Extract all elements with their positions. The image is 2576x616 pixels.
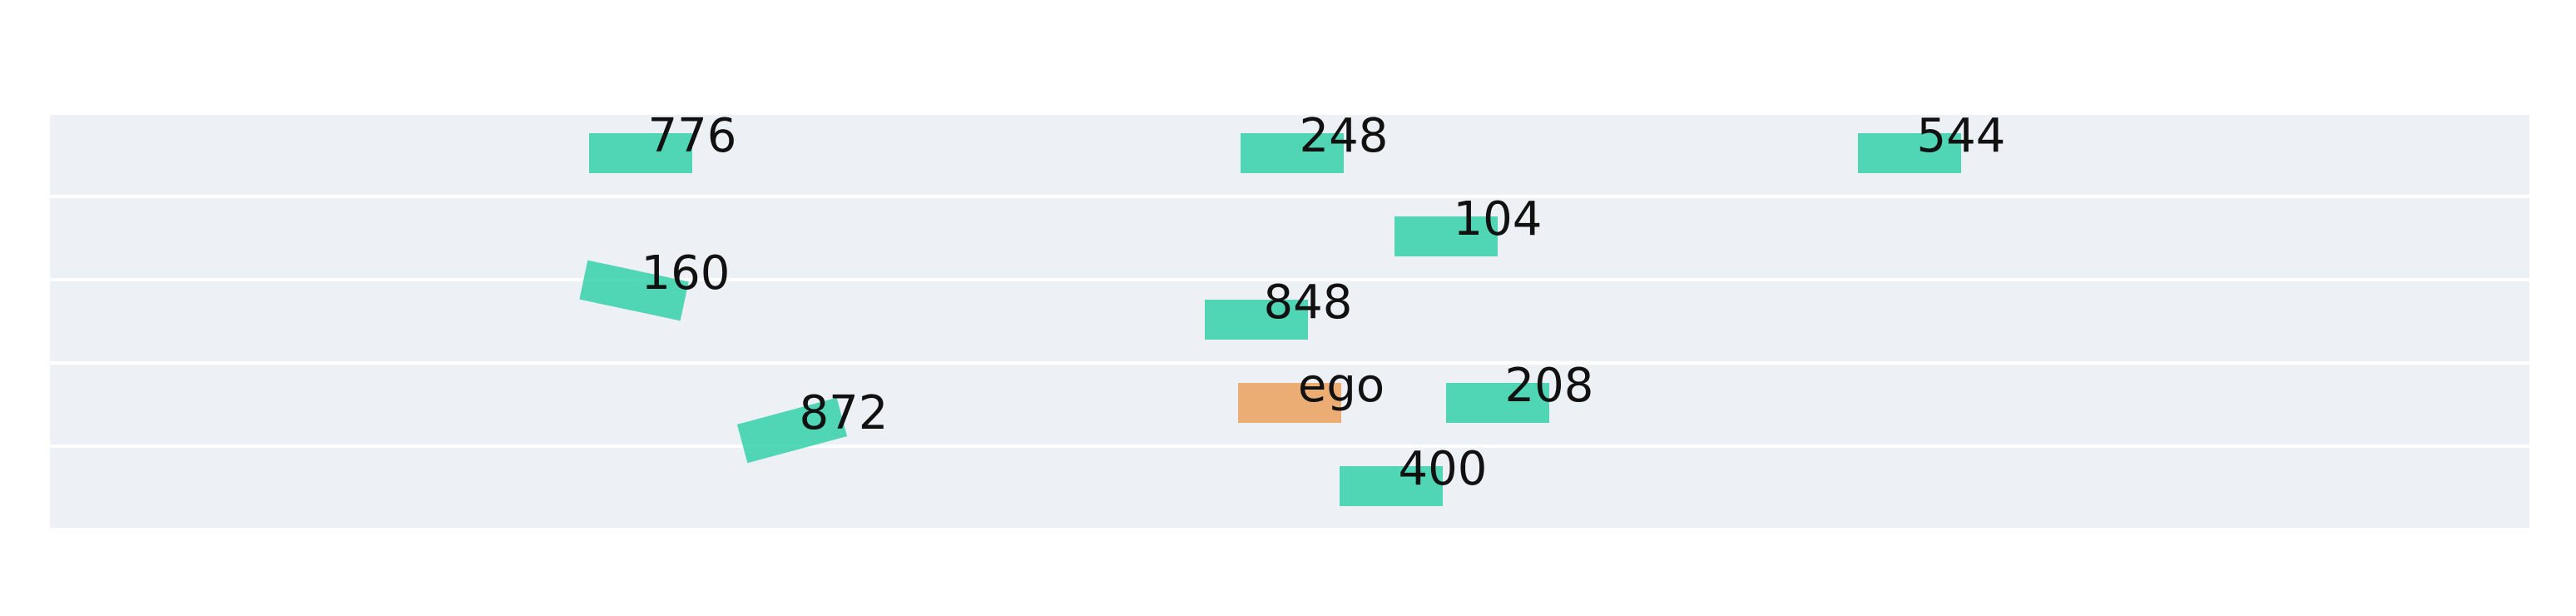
lane-5: [50, 448, 2529, 528]
vehicle-label: 160: [642, 246, 731, 301]
vehicle-872: [736, 397, 848, 464]
vehicle-104: [1395, 216, 1498, 256]
vehicle-label: 400: [1399, 442, 1488, 496]
vehicle-body: [1395, 216, 1498, 256]
vehicle-body: [1241, 133, 1344, 173]
vehicle-labels: 776 248 544 104 160 848 ego 208 872 400: [642, 109, 2006, 496]
vehicle-body: [589, 133, 692, 173]
vehicle-label: 208: [1505, 359, 1594, 413]
vehicle-544: [1858, 133, 1961, 173]
vehicle-label: 104: [1454, 192, 1543, 246]
vehicle-body: [1340, 466, 1443, 506]
ego-vehicle: [1238, 383, 1341, 423]
vehicle-248: [1241, 133, 1344, 173]
lane-2: [50, 198, 2529, 278]
vehicle-160: [579, 260, 689, 321]
vehicle-label: 848: [1264, 276, 1353, 330]
ego-label: ego: [1298, 359, 1385, 413]
vehicle-body: [1446, 383, 1549, 423]
vehicle-776: [589, 133, 692, 173]
vehicle-label: 544: [1917, 109, 2006, 163]
vehicle-body: [1858, 133, 1961, 173]
ego-vehicle-body: [1238, 383, 1341, 423]
vehicle-body: [736, 397, 848, 464]
vehicle-208: [1446, 383, 1549, 423]
vehicle-848: [1205, 300, 1308, 340]
vehicle-label: 872: [800, 386, 889, 440]
vehicle-label: 248: [1300, 109, 1389, 163]
vehicles-layer: [579, 133, 1961, 506]
vehicle-body: [1205, 300, 1308, 340]
vehicle-label: 776: [648, 109, 737, 163]
vehicle-400: [1340, 466, 1443, 506]
vehicle-body: [579, 260, 689, 321]
